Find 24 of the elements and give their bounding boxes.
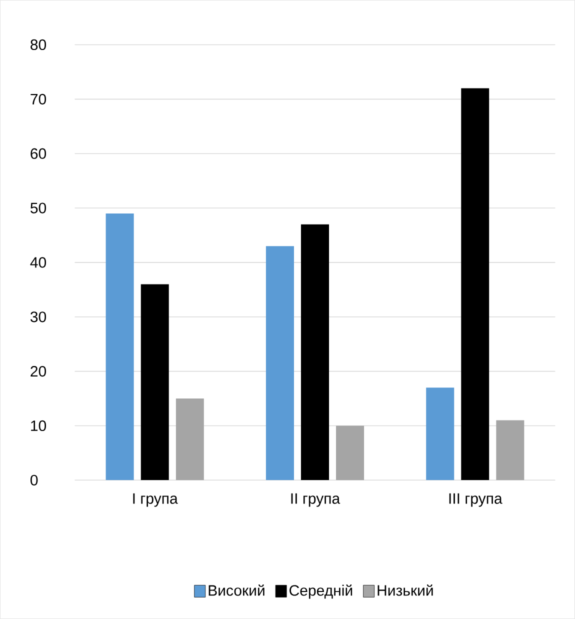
x-tick-label: III група [449,493,502,507]
bar [426,388,454,480]
y-tick-label: 70 [30,94,46,104]
bar [106,213,134,480]
legend-label: Низький [378,584,433,596]
y-tick-label: 20 [30,366,46,377]
y-tick-label: 60 [30,148,46,159]
y-tick-label: 80 [30,39,46,50]
legend-label: Високий [208,584,264,596]
bar [176,398,204,480]
legend-label: Середній [290,584,352,599]
y-tick-label: 30 [30,312,46,322]
bar [266,246,294,480]
y-tick-label: 50 [30,202,46,214]
y-tick-label: 10 [31,420,46,432]
bar [301,224,330,480]
x-tick-label: I група [133,493,178,507]
bar [140,284,169,480]
x-tick-label: II група [291,493,340,507]
y-tick-label: 0 [30,474,38,486]
bar [336,426,364,480]
bar [461,88,490,480]
y-tick-label: 40 [30,257,46,268]
bar [496,420,524,480]
